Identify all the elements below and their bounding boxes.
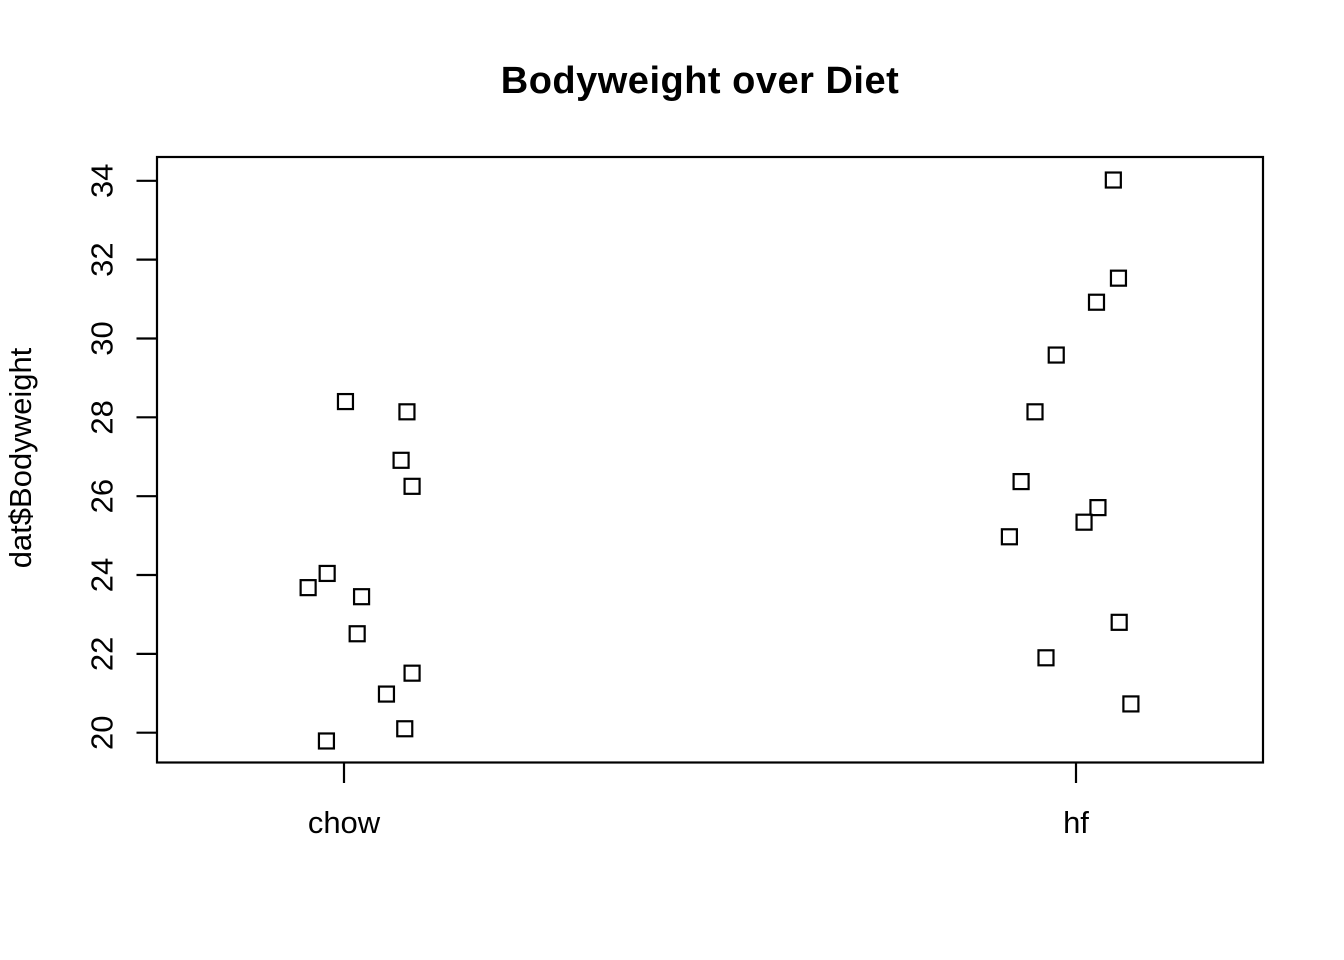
x-axis-category-label: chow (308, 805, 381, 840)
y-axis-tick-label: 32 (85, 242, 120, 276)
data-point-marker (317, 732, 336, 750)
y-axis-tick-label: 34 (85, 164, 120, 198)
data-point-marker (1109, 269, 1128, 287)
data-point-marker (299, 579, 317, 597)
data-point-marker (398, 403, 416, 421)
plot-box (155, 155, 1265, 764)
data-point-marker (377, 685, 396, 703)
data-point-marker (1037, 649, 1055, 667)
x-axis-category-label: hf (1063, 805, 1089, 840)
y-axis-tick-label: 22 (85, 637, 120, 671)
data-point-marker (1122, 695, 1140, 713)
data-point-marker (1087, 293, 1106, 311)
data-point-marker (1075, 513, 1093, 531)
data-point-marker (348, 625, 366, 643)
data-point-marker (336, 392, 355, 411)
data-point-marker (1047, 346, 1065, 364)
data-point-marker (318, 564, 336, 583)
y-axis-tick-label: 30 (85, 321, 120, 355)
data-point-marker (352, 588, 371, 606)
data-point-marker (403, 477, 421, 495)
data-point-marker (1026, 403, 1044, 421)
data-point-marker (403, 664, 421, 682)
data-point-marker (392, 451, 410, 469)
y-axis-title: dat$Bodyweight (3, 347, 38, 569)
chart-title: Bodyweight over Diet (500, 60, 900, 102)
data-point-marker (1012, 472, 1030, 491)
data-point-marker (1089, 499, 1107, 517)
y-axis-tick-label: 26 (85, 479, 120, 513)
y-axis-tick-label: 28 (85, 400, 120, 434)
data-point-marker (396, 720, 414, 738)
y-axis-tick-label: 20 (85, 715, 120, 749)
y-axis-tick-label: 24 (85, 558, 120, 592)
data-point-marker (1000, 528, 1018, 546)
data-point-marker (1104, 171, 1122, 189)
data-point-marker (1110, 613, 1128, 631)
